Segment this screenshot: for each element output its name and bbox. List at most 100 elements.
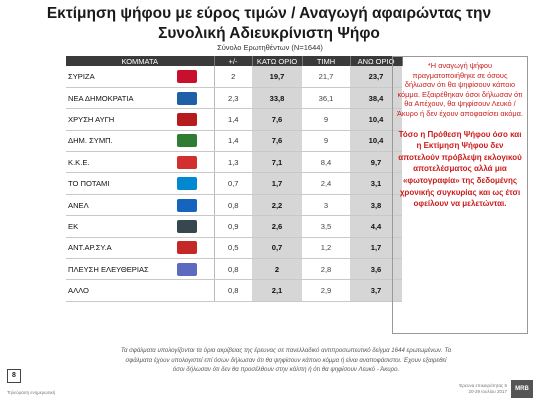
lower-bound-value: 2 — [252, 258, 302, 281]
anel-logo — [177, 198, 198, 212]
lower-bound-value: 2,2 — [252, 194, 302, 217]
estimate-value: 21,7 — [302, 66, 350, 88]
side-notes-panel: *Η αναγωγή ψήφου πραγματοποιήθηκε σε όσο… — [392, 56, 528, 334]
lower-bound-value: 19,7 — [252, 66, 302, 88]
upper-bound-value: 3,8 — [350, 194, 402, 217]
table-row: ΧΡΥΣΗ ΑΥΓΗ 1,4 7,6 9 10,4 — [66, 108, 402, 131]
plus-minus-value: 1,3 — [214, 151, 252, 174]
upper-bound-value: 3,1 — [350, 172, 402, 195]
party-logo — [161, 258, 215, 281]
party-logo — [161, 279, 215, 302]
table-row: ΔΗΜ. ΣΥΜΠ. 1,4 7,6 9 10,4 — [66, 130, 402, 153]
table-row: ΠΛΕΥΣΗ ΕΛΕΥΘΕΡΙΑΣ 0,8 2 2,8 3,6 — [66, 258, 402, 281]
table-row: ΤΟ ΠΟΤΑΜΙ 0,7 1,7 2,4 3,1 — [66, 172, 402, 195]
party-logo — [161, 130, 215, 153]
title-line-2: Συνολική Αδιευκρίνιστη Ψήφο — [158, 25, 380, 42]
footnote-line-3: όσοι δήλωσαν ότι δεν θα προσέλθουν στην … — [172, 366, 400, 374]
table-row: ΕΚ 0,9 2,6 3,5 4,4 — [66, 215, 402, 238]
party-logo — [161, 194, 215, 217]
table-header-row: ΚΟΜΜΑΤΑ +/- ΚΑΤΩ ΟΡΙΟ ΤΙΜΗ ΑΝΩ ΟΡΙΟ — [66, 56, 403, 66]
upper-bound-value: 1,7 — [350, 237, 402, 260]
upper-bound-value: 38,4 — [350, 87, 402, 110]
plus-minus-value: 0,5 — [214, 237, 252, 260]
estimate-value: 8,4 — [302, 151, 350, 174]
page-title: Εκτίμηση ψήφου με εύρος τιμών / Αναγωγή … — [0, 4, 538, 44]
survey-info: Έρευνα επικαιρότητας 6 20-29 Ιουλίου 201… — [455, 383, 507, 395]
plus-minus-value: 2 — [214, 66, 252, 88]
upper-bound-value: 9,7 — [350, 151, 402, 174]
kke-logo — [177, 155, 198, 169]
potami-logo — [177, 177, 198, 191]
plus-minus-value: 0,7 — [214, 172, 252, 195]
party-name: ΑΛΛΟ — [66, 279, 161, 302]
party-name: Κ.Κ.Ε. — [66, 151, 161, 174]
plus-minus-value: 1,4 — [214, 108, 252, 131]
estimate-value: 3 — [302, 194, 350, 217]
party-logo — [161, 151, 215, 174]
header-plus-minus: +/- — [214, 56, 253, 66]
upper-bound-value: 10,4 — [350, 108, 402, 131]
mrb-logo: MRB — [511, 380, 533, 398]
estimate-value: 2,8 — [302, 258, 350, 281]
page-number: 8 — [7, 369, 21, 383]
lower-bound-value: 33,8 — [252, 87, 302, 110]
upper-bound-value: 10,4 — [350, 130, 402, 153]
lower-bound-value: 7,6 — [252, 108, 302, 131]
upper-bound-value: 23,7 — [350, 66, 402, 88]
xa-logo — [177, 112, 198, 126]
upper-bound-value: 4,4 — [350, 215, 402, 238]
side-emphasis: Τόσο η Πρόθεση Ψήφου όσο και η Εκτίμηση … — [398, 129, 522, 209]
vote-estimate-table: ΚΟΜΜΑΤΑ +/- ΚΑΤΩ ΟΡΙΟ ΤΙΜΗ ΑΝΩ ΟΡΙΟ ΣΥΡΙ… — [66, 56, 403, 302]
estimate-value: 3,5 — [302, 215, 350, 238]
estimate-value: 2,9 — [302, 279, 350, 302]
footnote-line-1: Τα σφάλματα υπολογίζονται τα όρια ακρίβε… — [120, 347, 452, 354]
party-name: ΔΗΜ. ΣΥΜΠ. — [66, 130, 161, 153]
plus-minus-value: 0,8 — [214, 194, 252, 217]
plus-minus-value: 0,8 — [214, 279, 252, 302]
upper-bound-value: 3,6 — [350, 258, 402, 281]
party-logo — [161, 215, 215, 238]
syriza-logo — [177, 69, 198, 83]
footnote: Τα σφάλματα υπολογίζονται τα όρια ακρίβε… — [66, 346, 506, 375]
antarsya-logo — [177, 241, 198, 255]
ek-logo — [177, 219, 198, 233]
party-name: ΧΡΥΣΗ ΑΥΓΗ — [66, 108, 161, 131]
table-row: ΑΛΛΟ 0,8 2,1 2,9 3,7 — [66, 279, 402, 302]
client-label: Τηλεόραση ενημερωτική — [7, 390, 56, 395]
lower-bound-value: 0,7 — [252, 237, 302, 260]
title-line-1: Εκτίμηση ψήφου με εύρος τιμών / Αναγωγή … — [46, 5, 492, 22]
party-name: ΑΝΕΛ — [66, 194, 161, 217]
lower-bound-value: 2,1 — [252, 279, 302, 302]
side-note: *Η αναγωγή ψήφου πραγματοποιήθηκε σε όσο… — [397, 61, 524, 118]
party-name: ΝΕΑ ΔΗΜΟΚΡΑΤΙΑ — [66, 87, 161, 110]
plus-minus-value: 2,3 — [214, 87, 252, 110]
estimate-value: 2,4 — [302, 172, 350, 195]
plus-minus-value: 0,8 — [214, 258, 252, 281]
header-parties: ΚΟΜΜΑΤΑ — [66, 56, 215, 66]
lower-bound-value: 7,1 — [252, 151, 302, 174]
survey-page: 6 — [504, 383, 507, 388]
header-upper-bound: ΑΝΩ ΟΡΙΟ — [350, 56, 403, 66]
table-row: ΑΝΕΛ 0,8 2,2 3 3,8 — [66, 194, 402, 217]
footnote-line-2: σφάλματα έχουν υπολογιστεί επί όσων δήλω… — [125, 356, 447, 364]
plefsi-logo — [177, 262, 198, 276]
party-logo — [161, 66, 215, 88]
party-name: ΕΚ — [66, 215, 161, 238]
plus-minus-value: 0,9 — [214, 215, 252, 238]
table-row: ΑΝΤ.ΑΡ.ΣΥ.Α 0,5 0,7 1,2 1,7 — [66, 237, 402, 260]
party-name: ΤΟ ΠΟΤΑΜΙ — [66, 172, 161, 195]
party-name: ΠΛΕΥΣΗ ΕΛΕΥΘΕΡΙΑΣ — [66, 258, 161, 281]
survey-date: 20-29 Ιουλίου 2017 — [468, 389, 507, 394]
table-row: ΣΥΡΙΖΑ 2 19,7 21,7 23,7 — [66, 66, 402, 88]
survey-label: Έρευνα επικαιρότητας — [458, 383, 504, 388]
estimate-value: 9 — [302, 130, 350, 153]
estimate-value: 9 — [302, 108, 350, 131]
respondents-note: Σύνολο Ερωτηθέντων (N=1644) — [217, 43, 323, 52]
header-value: ΤΙΜΗ — [302, 56, 351, 66]
header-lower-bound: ΚΑΤΩ ΟΡΙΟ — [252, 56, 303, 66]
lower-bound-value: 2,6 — [252, 215, 302, 238]
lower-bound-value: 1,7 — [252, 172, 302, 195]
nd-logo — [177, 91, 198, 105]
party-logo — [161, 108, 215, 131]
upper-bound-value: 3,7 — [350, 279, 402, 302]
